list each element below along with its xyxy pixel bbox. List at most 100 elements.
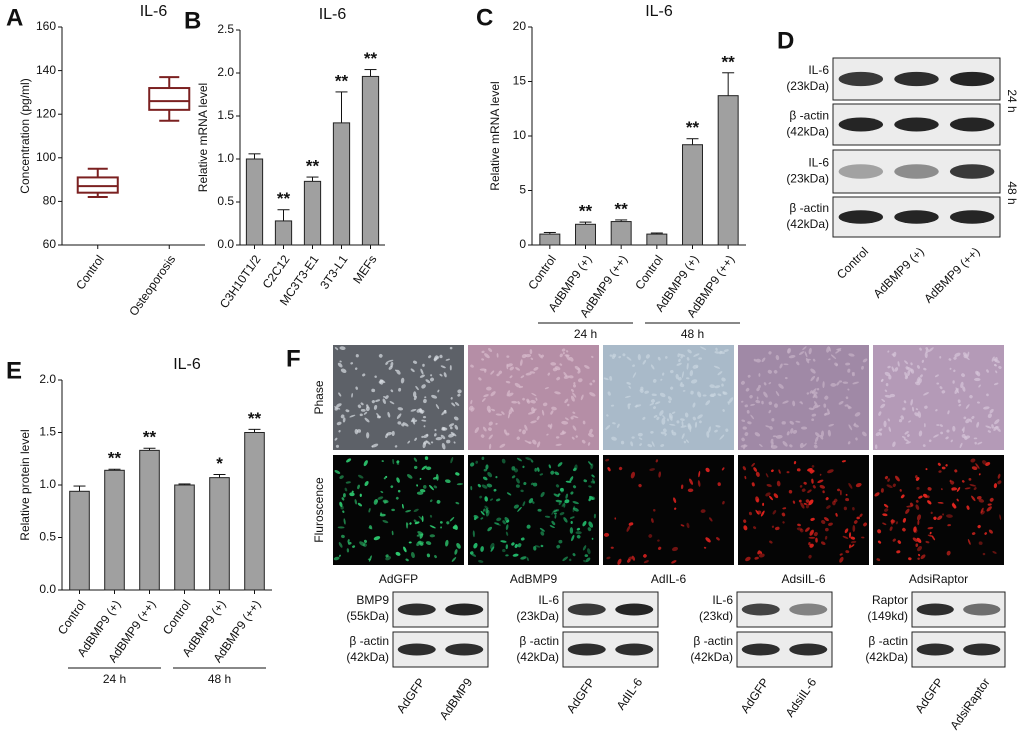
cell — [927, 526, 934, 530]
cell — [721, 377, 726, 382]
cell — [762, 502, 765, 506]
cell — [632, 372, 637, 378]
band — [445, 643, 484, 656]
cell — [771, 469, 774, 473]
cell — [558, 539, 563, 544]
cell — [697, 414, 703, 419]
cell — [343, 518, 346, 525]
cell — [744, 432, 749, 437]
cell — [797, 523, 801, 527]
cell — [607, 466, 611, 472]
cell — [487, 526, 493, 532]
cell — [994, 364, 998, 367]
cell — [755, 509, 760, 515]
cell — [852, 525, 856, 532]
cell — [490, 546, 495, 552]
cell — [581, 439, 586, 444]
cell — [676, 362, 682, 366]
cell — [572, 501, 579, 505]
cell — [640, 386, 644, 391]
significance-label: ** — [143, 428, 157, 447]
cell — [354, 499, 358, 505]
cell — [363, 539, 367, 544]
cell — [375, 499, 378, 503]
cell — [563, 517, 568, 523]
cell — [974, 377, 981, 382]
cell — [916, 376, 921, 384]
cell — [562, 352, 565, 355]
cell — [808, 536, 816, 539]
cell — [946, 514, 953, 518]
cell — [449, 516, 455, 522]
cell — [539, 527, 545, 532]
cell — [637, 432, 643, 437]
cell — [750, 414, 755, 420]
cell — [559, 487, 564, 492]
cell — [334, 470, 341, 474]
bar — [174, 484, 195, 591]
cell — [357, 502, 363, 507]
cell — [823, 517, 829, 522]
cell — [978, 384, 981, 388]
band — [567, 603, 606, 616]
cell — [583, 559, 587, 563]
cell — [687, 423, 691, 428]
cell — [796, 527, 803, 531]
y-tick-label: 0.0 — [39, 582, 56, 596]
cell — [364, 417, 370, 423]
cell — [978, 541, 983, 545]
cell — [662, 372, 665, 376]
cell — [454, 524, 458, 531]
band — [615, 603, 654, 616]
cell — [659, 410, 664, 416]
cell — [878, 411, 882, 416]
cell — [344, 487, 348, 492]
cell — [787, 348, 792, 354]
lane-label: AdIL-6 — [614, 675, 646, 712]
cell — [825, 497, 829, 501]
cell — [484, 353, 490, 359]
lane-label: AdBMP9 (+) — [871, 244, 927, 300]
cell — [899, 489, 902, 492]
cell — [479, 495, 483, 499]
cell — [753, 467, 758, 472]
cell — [754, 432, 761, 437]
cell — [913, 526, 917, 533]
cell — [772, 510, 777, 515]
cell — [414, 437, 417, 441]
cell — [961, 428, 964, 431]
cell — [887, 418, 891, 422]
cell — [569, 527, 574, 534]
cell — [850, 544, 855, 548]
cell — [830, 354, 837, 360]
control-label: β -actin — [519, 634, 559, 648]
panel-letter: E — [6, 357, 22, 384]
cell — [671, 560, 677, 564]
cell — [692, 364, 699, 369]
cell — [475, 460, 479, 464]
cell — [649, 468, 656, 471]
cell — [792, 500, 796, 504]
significance-label: ** — [364, 49, 378, 68]
cell — [816, 376, 820, 382]
cell — [525, 457, 532, 461]
cell — [925, 347, 929, 350]
y-tick-label: 20 — [513, 19, 527, 33]
cell — [506, 492, 512, 496]
cell — [555, 443, 562, 446]
cell — [373, 536, 381, 541]
cell — [439, 521, 443, 524]
cell — [669, 423, 676, 426]
cell — [554, 391, 561, 395]
cell — [834, 362, 839, 366]
band — [894, 117, 939, 132]
cell — [639, 443, 642, 446]
cell — [781, 421, 786, 425]
cell — [722, 500, 725, 505]
cell — [939, 386, 943, 390]
cell — [575, 435, 578, 438]
cell — [509, 375, 513, 379]
y-tick-label: 120 — [36, 106, 56, 120]
cell — [848, 482, 853, 489]
cell — [812, 394, 816, 399]
